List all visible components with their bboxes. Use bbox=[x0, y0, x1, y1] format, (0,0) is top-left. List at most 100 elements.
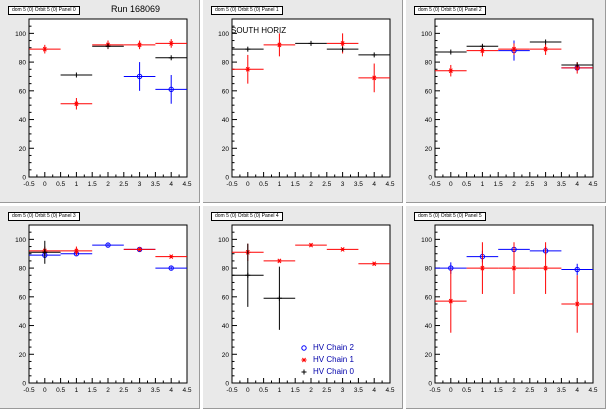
y-tick-label: 0 bbox=[428, 381, 432, 388]
data-point bbox=[232, 54, 264, 84]
data-point bbox=[155, 39, 187, 48]
legend-entry: HV Chain 0 bbox=[298, 366, 378, 378]
plot-frame bbox=[231, 224, 391, 384]
data-point bbox=[529, 242, 562, 294]
x-tick-label: 2 bbox=[512, 387, 516, 394]
y-tick-label: 20 bbox=[425, 352, 433, 359]
star-marker-icon bbox=[301, 357, 307, 363]
x-tick-label: 1 bbox=[75, 181, 79, 188]
star-marker bbox=[511, 265, 517, 271]
x-tick-label: 4 bbox=[575, 181, 579, 188]
x-tick-label: 2 bbox=[309, 387, 313, 394]
star-marker bbox=[543, 265, 549, 271]
x-tick-label: 3 bbox=[544, 181, 548, 188]
plus-marker bbox=[574, 62, 580, 68]
star-marker bbox=[448, 68, 454, 74]
plus-marker bbox=[479, 43, 485, 49]
y-tick-label: 100 bbox=[218, 237, 229, 244]
x-tick-label: 2.5 bbox=[119, 181, 128, 188]
x-tick-label: 2.5 bbox=[322, 387, 331, 394]
x-tick-label: 4.5 bbox=[182, 181, 191, 188]
plus-marker bbox=[543, 39, 549, 45]
plus-marker bbox=[42, 249, 48, 255]
chart-pad-2: -0.5 0 0.5 1 1.5 2 2.5 3 3.5 4 4.5 0 20 40 60 80 100 dom… bbox=[406, 0, 606, 203]
x-tick-label: 3 bbox=[341, 387, 345, 394]
data-point bbox=[263, 258, 296, 264]
y-tick-label: 0 bbox=[225, 175, 229, 182]
legend: HV Chain 2 HV Chain 1 HV Chain 0 bbox=[298, 342, 378, 378]
data-point bbox=[529, 39, 562, 45]
y-tick-label: 20 bbox=[222, 352, 230, 359]
y-tick-label: 40 bbox=[425, 117, 433, 124]
data-point bbox=[155, 254, 187, 259]
x-tick-label: 2 bbox=[512, 181, 516, 188]
y-tick-label: 20 bbox=[425, 146, 433, 153]
plus-marker bbox=[448, 49, 454, 55]
y-tick-label: 80 bbox=[222, 266, 230, 273]
data-point bbox=[263, 266, 296, 330]
x-tick-label: 2.5 bbox=[525, 387, 534, 394]
x-tick-label: 1 bbox=[278, 387, 282, 394]
y-tick-label: 80 bbox=[19, 60, 27, 67]
x-tick-label: 4 bbox=[372, 387, 376, 394]
chart-pad-3: -0.5 0 0.5 1 1.5 2 2.5 3 3.5 4 4.5 0 20 40 60 80 100 dom… bbox=[0, 206, 200, 409]
legend-entry: HV Chain 2 bbox=[298, 342, 378, 354]
data-point bbox=[232, 46, 264, 52]
legend-label: HV Chain 0 bbox=[313, 367, 354, 376]
star-marker bbox=[245, 66, 251, 72]
y-tick-label: 0 bbox=[22, 381, 26, 388]
y-tick-label: 20 bbox=[19, 352, 27, 359]
x-tick-label: 0 bbox=[449, 181, 453, 188]
y-tick-label: 80 bbox=[425, 60, 433, 67]
x-tick-label: 1 bbox=[278, 181, 282, 188]
star-marker bbox=[479, 265, 485, 271]
star-marker bbox=[340, 247, 346, 252]
x-tick-label: 1.5 bbox=[88, 387, 97, 394]
y-tick-label: 60 bbox=[425, 88, 433, 95]
star-marker bbox=[574, 65, 580, 71]
circle-marker-icon bbox=[301, 345, 307, 351]
x-tick-label: 4 bbox=[169, 387, 173, 394]
data-point bbox=[263, 33, 296, 57]
data-point bbox=[435, 49, 467, 55]
y-tick-label: 0 bbox=[225, 381, 229, 388]
star-marker bbox=[308, 242, 314, 248]
plus-marker-icon bbox=[301, 369, 307, 375]
legend-marker bbox=[301, 357, 307, 363]
data-point bbox=[60, 98, 93, 110]
run-label: Run 168069 bbox=[111, 4, 161, 14]
data-point bbox=[92, 43, 124, 49]
star-marker bbox=[73, 101, 79, 107]
circle-marker bbox=[168, 86, 174, 93]
data-point bbox=[60, 72, 93, 78]
y-tick-label: 0 bbox=[22, 175, 26, 182]
x-tick-label: -0.5 bbox=[23, 181, 35, 188]
y-tick-label: 40 bbox=[222, 323, 230, 330]
chart-pad-5: -0.5 0 0.5 1 1.5 2 2.5 3 3.5 4 4.5 0 20 40 60 80 100 dom… bbox=[406, 206, 606, 409]
x-tick-label: 2.5 bbox=[525, 181, 534, 188]
circle-marker bbox=[168, 265, 174, 271]
plus-marker bbox=[245, 46, 251, 52]
x-tick-label: 0.5 bbox=[462, 181, 471, 188]
x-tick-label: -0.5 bbox=[226, 181, 238, 188]
plus-marker bbox=[276, 295, 282, 301]
star-marker bbox=[137, 247, 143, 252]
panel-annotation: SOUTH HORIZ bbox=[231, 26, 287, 35]
data-point bbox=[326, 247, 359, 252]
x-tick-label: 1.5 bbox=[494, 181, 503, 188]
data-point bbox=[561, 275, 593, 333]
star-marker bbox=[73, 248, 79, 254]
data-point bbox=[466, 242, 499, 294]
pad-title: dom 5 (0) Orbit 5 (0) Panel 4 bbox=[211, 212, 283, 221]
star-marker bbox=[371, 261, 377, 267]
data-point bbox=[123, 62, 156, 91]
chart-pad-1: -0.5 0 0.5 1 1.5 2 2.5 3 3.5 4 4.5 0 20 40 60 80 100 dom… bbox=[203, 0, 403, 203]
y-tick-label: 20 bbox=[222, 146, 230, 153]
y-tick-label: 40 bbox=[19, 323, 27, 330]
x-tick-label: 3 bbox=[341, 181, 345, 188]
x-tick-label: 4.5 bbox=[588, 181, 597, 188]
data-point bbox=[466, 44, 499, 57]
